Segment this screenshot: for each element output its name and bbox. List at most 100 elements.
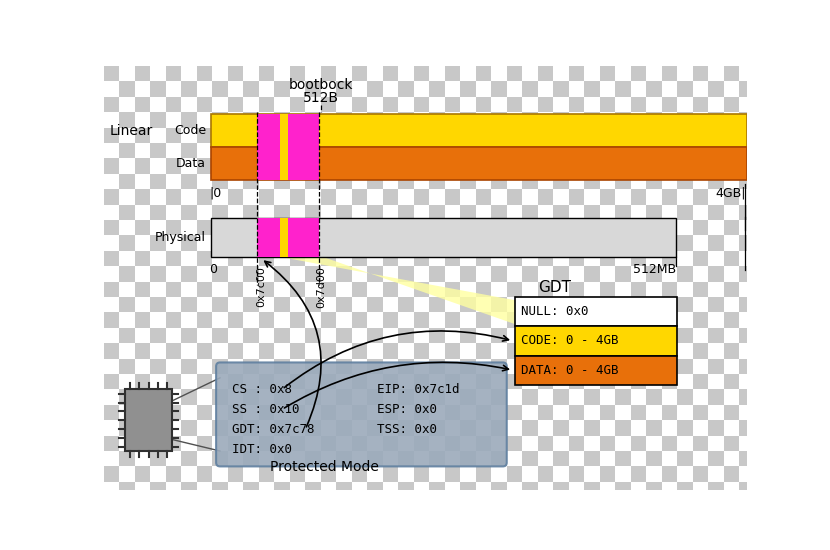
Bar: [445, 343, 461, 359]
Bar: [352, 466, 367, 482]
Bar: [647, 220, 662, 235]
Bar: [367, 81, 383, 97]
Bar: [104, 235, 120, 251]
Bar: [491, 189, 507, 205]
Bar: [662, 266, 677, 282]
Bar: [320, 128, 336, 143]
Bar: [569, 235, 584, 251]
Bar: [647, 174, 662, 189]
Bar: [166, 81, 181, 97]
Bar: [515, 297, 677, 326]
Bar: [259, 205, 274, 220]
Bar: [352, 128, 367, 143]
Bar: [274, 297, 290, 312]
Bar: [243, 112, 259, 128]
Bar: [197, 312, 212, 328]
Bar: [413, 420, 429, 436]
Bar: [320, 81, 336, 97]
Bar: [197, 466, 212, 482]
Bar: [522, 266, 538, 282]
Bar: [538, 66, 554, 81]
Bar: [538, 466, 554, 482]
Text: bootbock: bootbock: [289, 78, 353, 91]
Bar: [104, 297, 120, 312]
Bar: [243, 143, 259, 158]
Bar: [274, 374, 290, 389]
Text: GDT: 0x7c78: GDT: 0x7c78: [232, 424, 314, 436]
Bar: [461, 420, 476, 436]
Bar: [600, 128, 615, 143]
Bar: [615, 374, 631, 389]
Bar: [134, 66, 150, 81]
Bar: [134, 282, 150, 297]
Bar: [212, 297, 227, 312]
Text: GDT: GDT: [538, 280, 571, 295]
Bar: [227, 282, 243, 297]
Bar: [461, 66, 476, 81]
Bar: [181, 174, 197, 189]
Bar: [600, 97, 615, 112]
Bar: [336, 359, 352, 374]
Bar: [104, 143, 120, 158]
Bar: [134, 389, 150, 405]
Bar: [197, 220, 212, 235]
Bar: [243, 343, 259, 359]
Bar: [724, 143, 740, 158]
Bar: [104, 66, 120, 81]
Bar: [662, 420, 677, 436]
Bar: [104, 220, 120, 235]
Bar: [538, 235, 554, 251]
Bar: [429, 143, 445, 158]
Bar: [522, 128, 538, 143]
Bar: [507, 374, 522, 389]
Bar: [413, 482, 429, 497]
Bar: [693, 359, 708, 374]
Bar: [413, 328, 429, 343]
Bar: [383, 97, 398, 112]
Bar: [120, 143, 134, 158]
Bar: [708, 405, 724, 420]
Bar: [166, 220, 181, 235]
Bar: [166, 282, 181, 297]
Bar: [383, 420, 398, 436]
Bar: [413, 128, 429, 143]
Bar: [429, 158, 445, 174]
Bar: [197, 389, 212, 405]
Bar: [615, 297, 631, 312]
Bar: [693, 112, 708, 128]
Bar: [352, 143, 367, 158]
Bar: [584, 220, 600, 235]
Bar: [615, 482, 631, 497]
Bar: [724, 343, 740, 359]
Bar: [413, 112, 429, 128]
Bar: [336, 312, 352, 328]
Bar: [197, 420, 212, 436]
Bar: [352, 235, 367, 251]
Bar: [104, 112, 120, 128]
Bar: [662, 205, 677, 220]
Bar: [538, 112, 554, 128]
Bar: [367, 359, 383, 374]
Bar: [212, 81, 227, 97]
Bar: [367, 266, 383, 282]
Bar: [569, 436, 584, 451]
Bar: [445, 328, 461, 343]
Bar: [461, 436, 476, 451]
Bar: [522, 466, 538, 482]
Bar: [243, 220, 259, 235]
Bar: [491, 466, 507, 482]
Bar: [476, 482, 491, 497]
Bar: [197, 436, 212, 451]
Bar: [476, 205, 491, 220]
Bar: [740, 112, 754, 128]
Bar: [647, 143, 662, 158]
Bar: [413, 81, 429, 97]
Bar: [476, 266, 491, 282]
Bar: [181, 466, 197, 482]
Bar: [708, 128, 724, 143]
Bar: [212, 97, 227, 112]
Bar: [383, 251, 398, 266]
Bar: [693, 389, 708, 405]
Bar: [413, 251, 429, 266]
Bar: [445, 312, 461, 328]
